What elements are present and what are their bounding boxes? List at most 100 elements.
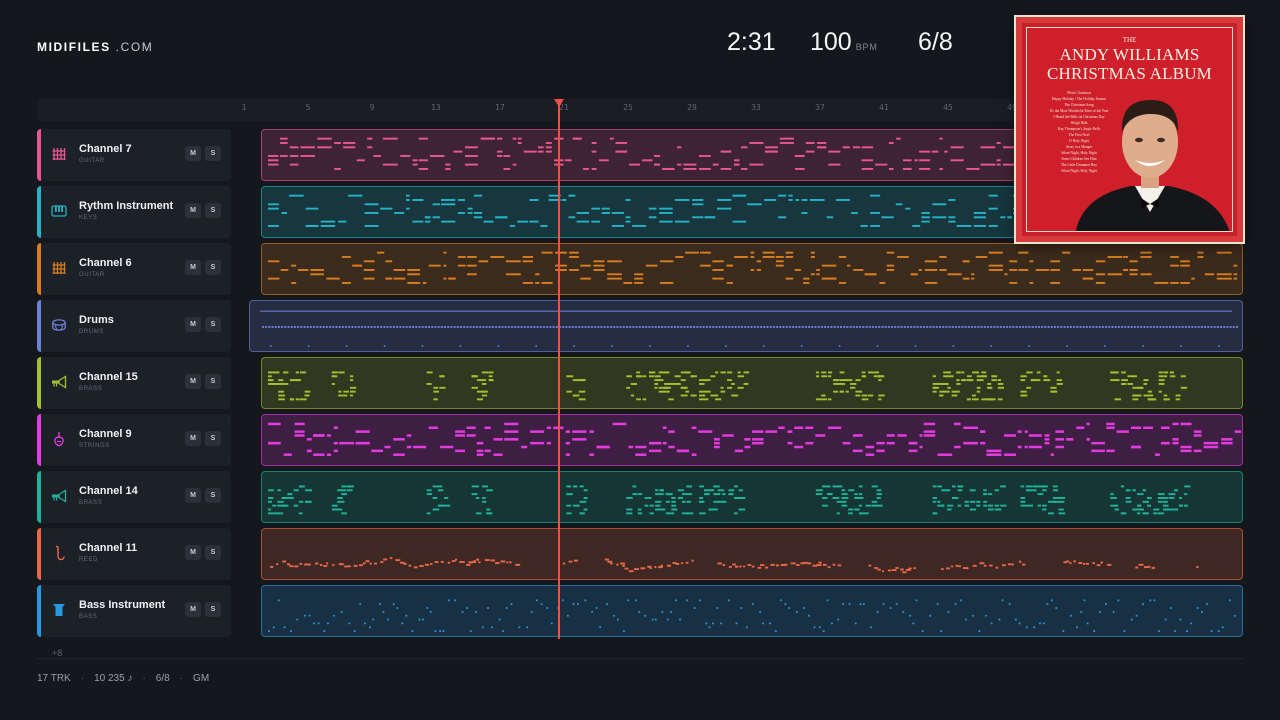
track-count: 17 TRK bbox=[37, 673, 71, 684]
track-header[interactable]: Bass Instrument BASS M S bbox=[37, 585, 231, 637]
track-color-bar bbox=[37, 357, 41, 409]
ruler-tick: 1 bbox=[241, 103, 247, 112]
album-song: Away in a Manger bbox=[1065, 145, 1093, 149]
album-cover-art: THE ANDY WILLIAMS CHRISTMAS ALBUM White … bbox=[1026, 27, 1233, 232]
tempo-display: 100 BPM bbox=[810, 28, 878, 57]
track-header[interactable]: Channel 6 GUITAR M S bbox=[37, 243, 231, 295]
mute-button[interactable]: M bbox=[185, 431, 201, 446]
mute-button[interactable]: M bbox=[185, 374, 201, 389]
track-category: REED bbox=[79, 557, 99, 563]
track-name: Channel 7 bbox=[79, 143, 132, 155]
trumpet-icon bbox=[51, 488, 67, 504]
solo-button[interactable]: S bbox=[205, 488, 221, 503]
midi-notes bbox=[259, 310, 1239, 347]
solo-button[interactable]: S bbox=[205, 545, 221, 560]
track-header[interactable]: Rythm Instrument KEYS M S bbox=[37, 186, 231, 238]
album-song-list: White Christmas Happy Holiday / The Holid… bbox=[1031, 90, 1127, 174]
solo-button[interactable]: S bbox=[205, 431, 221, 446]
drum-icon bbox=[51, 317, 67, 333]
midi-notes bbox=[269, 557, 1199, 574]
album-cover: THE ANDY WILLIAMS CHRISTMAS ALBUM White … bbox=[1014, 15, 1245, 244]
solo-button[interactable]: S bbox=[205, 203, 221, 218]
midi-notes bbox=[267, 422, 1242, 456]
mute-button[interactable]: M bbox=[185, 317, 201, 332]
guitar-icon bbox=[51, 146, 67, 162]
track-name: Channel 11 bbox=[79, 542, 138, 554]
ruler-tick: 37 bbox=[815, 103, 825, 112]
solo-button[interactable]: S bbox=[205, 602, 221, 617]
tempo-value: 100 bbox=[810, 28, 852, 56]
ruler-tick: 21 bbox=[559, 103, 569, 112]
track-color-bar bbox=[37, 300, 41, 352]
track-lane[interactable] bbox=[249, 300, 1243, 352]
album-song: Sleigh Ride bbox=[1070, 121, 1088, 125]
midi-notes bbox=[267, 251, 1238, 284]
ruler-tick: 9 bbox=[369, 103, 375, 112]
album-title: CHRISTMAS ALBUM bbox=[1046, 64, 1212, 83]
midi-notes bbox=[267, 599, 1236, 632]
playhead[interactable] bbox=[558, 101, 560, 639]
mute-button[interactable]: M bbox=[185, 203, 201, 218]
ruler-tick: 5 bbox=[305, 103, 311, 112]
track-color-bar bbox=[37, 471, 41, 523]
time-signature: 6/8 bbox=[918, 28, 953, 56]
ruler-tick: 33 bbox=[751, 103, 761, 112]
album-portrait bbox=[1076, 100, 1230, 231]
track-name: Bass Instrument bbox=[79, 599, 166, 611]
ruler-tick: 13 bbox=[431, 103, 441, 112]
album-song: I Heard the Bells on Christmas Day bbox=[1053, 115, 1105, 119]
album-song: The Little Drummer Boy bbox=[1060, 163, 1098, 167]
footer-divider bbox=[37, 658, 1243, 659]
ruler-tick: 41 bbox=[879, 103, 889, 112]
track-color-bar bbox=[37, 186, 41, 238]
bass-icon bbox=[51, 602, 67, 618]
track-lane[interactable] bbox=[261, 471, 1243, 523]
album-song: The Christmas Song bbox=[1064, 103, 1094, 107]
timeline-ruler[interactable]: 1 5 9 13 17 21 25 29 33 37 41 45 49 bbox=[37, 99, 1243, 121]
track-name: Drums bbox=[79, 314, 114, 326]
site-logo[interactable]: MIDIFILES .COM bbox=[37, 40, 153, 54]
track-category: GUITAR bbox=[79, 158, 105, 164]
track-name: Channel 15 bbox=[79, 371, 138, 383]
track-lane[interactable] bbox=[261, 357, 1243, 409]
album-song: White Christmas bbox=[1066, 91, 1092, 95]
solo-button[interactable]: S bbox=[205, 317, 221, 332]
brand-name: MIDIFILES bbox=[37, 40, 111, 54]
separator: · bbox=[80, 673, 85, 684]
track-lane[interactable] bbox=[261, 585, 1243, 637]
trumpet-icon bbox=[51, 374, 67, 390]
mute-button[interactable]: M bbox=[185, 260, 201, 275]
ruler-tick: 17 bbox=[495, 103, 505, 112]
album-artist: ANDY WILLIAMS bbox=[1059, 45, 1200, 64]
more-tracks-indicator[interactable]: +8 bbox=[52, 648, 63, 658]
ruler-tick: 49 bbox=[1007, 103, 1017, 112]
solo-button[interactable]: S bbox=[205, 374, 221, 389]
track-category: GUITAR bbox=[79, 272, 105, 278]
track-color-bar bbox=[37, 414, 41, 466]
track-lane[interactable] bbox=[261, 414, 1243, 466]
track-lane[interactable] bbox=[261, 528, 1243, 580]
track-header[interactable]: Channel 15 BRASS M S bbox=[37, 357, 231, 409]
separator: · bbox=[142, 673, 146, 684]
brand-tld: .COM bbox=[115, 40, 154, 54]
track-category: KEYS bbox=[79, 215, 98, 221]
track-lane[interactable] bbox=[261, 243, 1243, 295]
mute-button[interactable]: M bbox=[185, 146, 201, 161]
keys-icon bbox=[51, 203, 67, 219]
track-header[interactable]: Drums DRUMS M S bbox=[37, 300, 231, 352]
mute-button[interactable]: M bbox=[185, 488, 201, 503]
mute-button[interactable]: M bbox=[185, 545, 201, 560]
track-name: Rythm Instrument bbox=[79, 200, 174, 212]
mute-button[interactable]: M bbox=[185, 602, 201, 617]
track-header[interactable]: Channel 11 REED M S bbox=[37, 528, 231, 580]
solo-button[interactable]: S bbox=[205, 146, 221, 161]
track-header[interactable]: Channel 9 STRINGS M S bbox=[37, 414, 231, 466]
track-header[interactable]: Channel 7 GUITAR M S bbox=[37, 129, 231, 181]
track-category: BASS bbox=[79, 614, 98, 620]
track-header[interactable]: Channel 14 BRASS M S bbox=[37, 471, 231, 523]
track-name: Channel 6 bbox=[79, 257, 132, 269]
solo-button[interactable]: S bbox=[205, 260, 221, 275]
album-song: Happy Holiday / The Holiday Season bbox=[1052, 97, 1106, 101]
footer-meter: 6/8 bbox=[155, 673, 170, 684]
midi-standard: GM bbox=[193, 673, 210, 684]
